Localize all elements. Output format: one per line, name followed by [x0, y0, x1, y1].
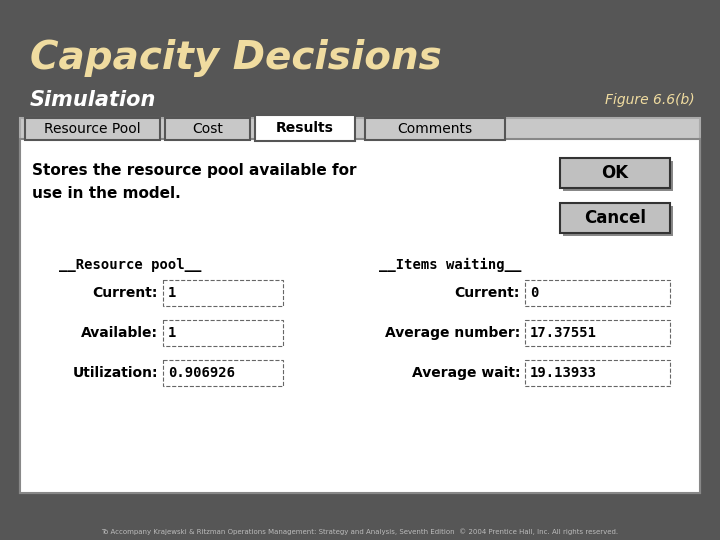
FancyBboxPatch shape: [365, 118, 505, 140]
Text: 17.37551: 17.37551: [530, 326, 597, 340]
Text: Figure 6.6(b): Figure 6.6(b): [606, 93, 695, 107]
Text: 1: 1: [168, 326, 176, 340]
Text: Simulation: Simulation: [30, 90, 156, 110]
FancyBboxPatch shape: [525, 360, 670, 386]
Text: Comments: Comments: [397, 122, 472, 136]
Text: Cancel: Cancel: [584, 209, 646, 227]
FancyBboxPatch shape: [163, 320, 283, 346]
FancyBboxPatch shape: [165, 118, 250, 140]
FancyBboxPatch shape: [563, 161, 673, 191]
Text: __Items waiting__: __Items waiting__: [379, 258, 521, 272]
Text: 1: 1: [168, 286, 176, 300]
Text: Stores the resource pool available for
use in the model.: Stores the resource pool available for u…: [32, 163, 356, 201]
Text: Utilization:: Utilization:: [73, 366, 158, 380]
Text: 19.13933: 19.13933: [530, 366, 597, 380]
Text: 0: 0: [530, 286, 539, 300]
Text: Capacity Decisions: Capacity Decisions: [30, 39, 442, 77]
FancyBboxPatch shape: [560, 203, 670, 233]
FancyBboxPatch shape: [255, 115, 355, 141]
FancyBboxPatch shape: [25, 118, 160, 140]
FancyBboxPatch shape: [525, 320, 670, 346]
FancyBboxPatch shape: [163, 280, 283, 306]
Text: To Accompany Krajewski & Ritzman Operations Management: Strategy and Analysis, S: To Accompany Krajewski & Ritzman Operati…: [102, 529, 618, 535]
Text: Average wait:: Average wait:: [412, 366, 520, 380]
Text: Results: Results: [276, 121, 334, 135]
FancyBboxPatch shape: [163, 360, 283, 386]
FancyBboxPatch shape: [560, 158, 670, 188]
FancyBboxPatch shape: [20, 139, 700, 493]
FancyBboxPatch shape: [563, 206, 673, 236]
FancyBboxPatch shape: [525, 280, 670, 306]
Text: OK: OK: [601, 164, 629, 182]
Text: 0.906926: 0.906926: [168, 366, 235, 380]
Text: Cost: Cost: [192, 122, 223, 136]
FancyBboxPatch shape: [20, 118, 700, 493]
Text: Resource Pool: Resource Pool: [44, 122, 141, 136]
Text: Current:: Current:: [93, 286, 158, 300]
Text: Available:: Available:: [81, 326, 158, 340]
Text: Current:: Current:: [454, 286, 520, 300]
Text: __Resource pool__: __Resource pool__: [59, 258, 201, 272]
Text: Average number:: Average number:: [384, 326, 520, 340]
